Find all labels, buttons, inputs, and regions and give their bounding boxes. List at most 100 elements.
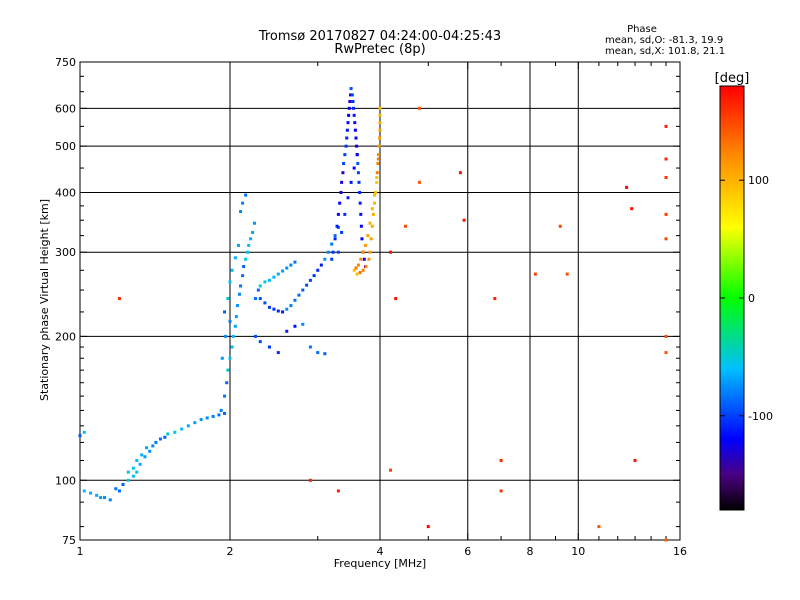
data-point xyxy=(373,201,377,205)
stats-title: Phase xyxy=(627,24,657,35)
data-point xyxy=(253,334,257,338)
data-point xyxy=(359,212,363,216)
data-point xyxy=(140,453,144,457)
data-point xyxy=(256,288,260,292)
data-point xyxy=(226,368,230,372)
y-tick-label: 500 xyxy=(55,140,76,153)
data-point xyxy=(354,136,358,140)
data-point xyxy=(276,351,280,355)
data-point xyxy=(336,489,340,493)
data-point xyxy=(241,274,245,278)
data-point xyxy=(238,292,242,296)
data-point xyxy=(378,128,382,132)
data-point xyxy=(499,458,503,462)
data-point xyxy=(345,136,349,140)
data-point xyxy=(95,493,99,497)
data-point xyxy=(352,106,356,110)
chart-subtitle: RwPretec (8p) xyxy=(334,42,425,57)
data-point xyxy=(211,414,215,418)
data-point xyxy=(664,334,668,338)
data-point xyxy=(361,250,365,254)
data-point xyxy=(276,272,280,276)
data-point xyxy=(340,180,344,184)
data-point xyxy=(233,256,237,260)
x-tick-label: 6 xyxy=(464,545,471,558)
data-point xyxy=(228,356,232,360)
data-point xyxy=(267,305,271,309)
data-point xyxy=(368,221,372,225)
data-point xyxy=(394,297,398,301)
data-point xyxy=(228,280,232,284)
data-point xyxy=(293,298,297,302)
data-point xyxy=(180,427,184,431)
data-point xyxy=(343,153,347,157)
data-point xyxy=(458,171,462,175)
data-point xyxy=(338,201,342,205)
data-point xyxy=(258,284,262,288)
data-point xyxy=(226,297,230,301)
data-point xyxy=(114,487,118,491)
data-point xyxy=(462,218,466,222)
data-point xyxy=(330,242,334,246)
stats-line-x: mean, sd,X: 101.8, 21.1 xyxy=(605,46,725,57)
data-point xyxy=(597,525,601,529)
data-point xyxy=(285,307,289,311)
data-point xyxy=(533,272,537,276)
data-point xyxy=(375,171,379,175)
data-point xyxy=(323,352,327,356)
data-point xyxy=(193,421,197,425)
data-point xyxy=(316,351,320,355)
data-point xyxy=(308,345,312,349)
colorbar-tick-label: 0 xyxy=(748,292,755,305)
x-tick-label: 8 xyxy=(527,545,534,558)
data-point xyxy=(426,525,430,529)
data-point xyxy=(375,175,379,179)
data-point xyxy=(297,293,301,297)
data-point xyxy=(351,100,355,104)
data-point xyxy=(350,93,354,97)
data-point xyxy=(354,266,358,270)
data-point xyxy=(242,265,246,269)
data-point xyxy=(376,153,380,157)
data-point xyxy=(117,489,121,493)
plot-area: 1 2 4 6 8 10 16 75 100 200 300 400 500 600 750 xyxy=(55,56,687,558)
data-point xyxy=(230,345,234,349)
data-point xyxy=(373,193,377,197)
data-point xyxy=(308,278,312,282)
data-point xyxy=(272,307,276,311)
data-point xyxy=(330,257,334,261)
data-point xyxy=(348,100,352,104)
data-point xyxy=(234,315,238,319)
data-point xyxy=(233,324,237,328)
data-point xyxy=(625,185,629,189)
data-point xyxy=(378,121,382,125)
data-point xyxy=(356,171,360,175)
data-point xyxy=(253,221,257,225)
data-point xyxy=(336,212,340,216)
data-point xyxy=(223,411,227,415)
data-point xyxy=(356,263,360,267)
data-point xyxy=(358,190,362,194)
y-tick-label: 200 xyxy=(55,330,76,343)
data-point xyxy=(244,193,248,197)
data-point xyxy=(353,121,357,125)
data-point xyxy=(154,440,158,444)
data-point xyxy=(664,237,668,241)
y-tick-label: 300 xyxy=(55,246,76,259)
data-point xyxy=(293,324,297,328)
data-point xyxy=(293,260,297,264)
data-point xyxy=(341,171,345,175)
data-point xyxy=(389,250,393,254)
series-E-F1-rising-trace xyxy=(219,193,297,412)
data-point xyxy=(359,224,363,228)
data-point xyxy=(370,224,374,228)
data-point xyxy=(163,435,167,439)
data-point xyxy=(355,144,359,148)
data-point xyxy=(377,144,381,148)
data-point xyxy=(186,424,190,428)
data-point xyxy=(224,334,228,338)
data-point xyxy=(336,250,340,254)
data-point xyxy=(558,224,562,228)
data-point xyxy=(223,394,227,398)
